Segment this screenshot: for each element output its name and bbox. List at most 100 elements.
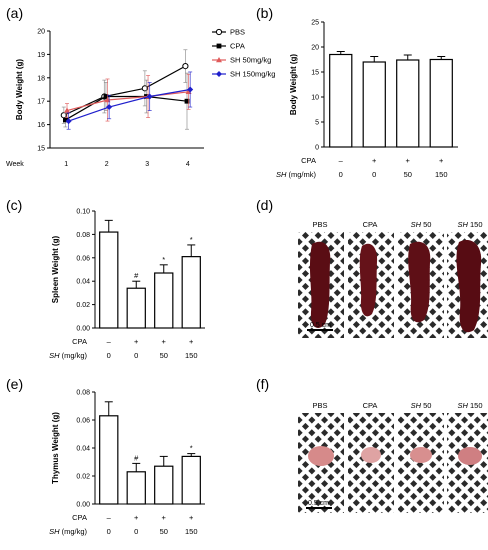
legend-label: SH 50mg/kg [230,56,271,65]
x-tick-label: 3 [145,161,149,168]
row-cell: 50 [160,351,168,360]
data-point [146,93,153,100]
row-label: CPA [72,337,87,346]
spleen-tissue-cpa [359,243,378,317]
row-label: SH (mg/kg) [49,351,87,360]
row-cell: 0 [134,351,138,360]
significance-mark: * [190,235,193,244]
series-line [65,95,188,121]
series-1 [63,72,190,130]
row-cell: + [162,513,167,522]
thymus-scale-label: 0.5 cm [308,500,329,507]
series-0 [60,49,189,124]
bar [126,287,146,329]
row-cell: 0 [372,170,376,179]
data-point [182,63,189,70]
data-point [65,118,72,125]
row-cell: – [107,337,112,346]
legend-marker [216,57,222,63]
spleen-label-pbs: PBS [312,220,327,229]
legend-label: CPA [230,42,245,51]
spleen-tissue-pbs [309,241,331,328]
y-tick-label: 0.06 [76,418,90,425]
row-cell: 150 [185,351,198,360]
thymus-tissue-sh50 [410,447,432,463]
bar [396,59,420,148]
data-point [187,86,194,93]
thymus-photo-panel: PBS CPA SH 50 SH 150 0.5 cm [298,401,488,513]
row-cell: 150 [435,170,448,179]
line-chart-body-weight: 15 16 17 18 19 20 1 2 3 4 Week Body Weight (g) PBS CP… [6,28,275,169]
legend-marker [216,71,222,77]
row-cell: 0 [107,351,111,360]
y-tick-label: 0 [315,145,319,152]
y-axis-label: Body Weight (g) [15,59,24,121]
y-tick-label: 0.04 [76,279,90,286]
panel-label-d: (d) [256,197,273,213]
row-cell: 150 [185,527,198,536]
row-cell: 0 [107,527,111,536]
thymus-tissue-pbs [308,446,334,466]
y-tick-label: 19 [37,52,45,59]
row-cell: 0 [134,527,138,536]
thymus-label-pbs: PBS [312,401,327,410]
thymus-label-sh150: SH 150 [457,401,482,410]
row-cell: + [189,513,194,522]
series-2 [64,73,192,122]
thymus-tissue-cpa [361,447,381,463]
series-line [66,91,189,112]
bar [362,61,386,148]
row-label: CPA [72,513,87,522]
bar [154,465,174,505]
bar [126,471,146,505]
spleen-tissue-sh150 [456,240,482,333]
y-axis-label: Thymus Weight (g) [51,412,60,484]
data-point [106,104,113,111]
row-label: SH (mg/mk) [276,170,317,179]
y-tick-label: 20 [37,29,45,36]
x-axis-title: Week [6,161,24,168]
row-cell: – [339,156,344,165]
row-label: CPA [301,156,316,165]
spleen-tissue-sh50 [408,241,431,323]
y-tick-label: 16 [37,122,45,129]
thymus-label-sh50: SH 50 [411,401,432,410]
significance-mark: * [162,255,165,264]
row-cell: + [439,156,444,165]
bar [99,231,119,329]
x-tick-label: 1 [64,161,68,168]
y-axis-label: Body Weight (g) [289,54,298,116]
row-cell: + [162,337,167,346]
panel-label-a: (a) [6,5,23,21]
y-tick-label: 0.02 [76,302,90,309]
data-point [103,94,109,99]
row-cell: + [134,337,139,346]
series-line [68,88,191,122]
bar-chart-thymus-weight: 0.00 0.02 0.04 0.06 0.08 Thymus Weight (g) # * C… [49,390,205,536]
row-cell: – [107,513,112,522]
row-cell: 50 [160,527,168,536]
panel-label-c: (c) [6,197,22,213]
y-tick-label: 15 [311,70,319,77]
bar [154,272,174,329]
panel-label-f: (f) [256,376,269,392]
y-tick-label: 0.06 [76,255,90,262]
y-tick-label: 0.10 [76,209,90,216]
y-tick-label: 0.02 [76,474,90,481]
significance-mark: # [134,271,139,280]
thymus-tissue-sh150 [458,447,482,465]
y-tick-label: 0.04 [76,446,90,453]
y-tick-label: 15 [37,146,45,153]
spleen-label-sh150: SH 150 [457,220,482,229]
legend-label: SH 150mg/kg [230,70,275,79]
legend-label: PBS [230,28,245,37]
legend-marker [216,43,222,49]
x-tick-label: 4 [186,161,190,168]
y-tick-label: 5 [315,120,319,127]
spleen-photo-labels: PBS CPA SH 50 SH 150 [312,220,482,229]
panel-label-e: (e) [6,376,23,392]
y-tick-label: 25 [311,20,319,27]
y-axis-label: Spleen Weight (g) [51,235,60,303]
series-line [63,65,186,116]
